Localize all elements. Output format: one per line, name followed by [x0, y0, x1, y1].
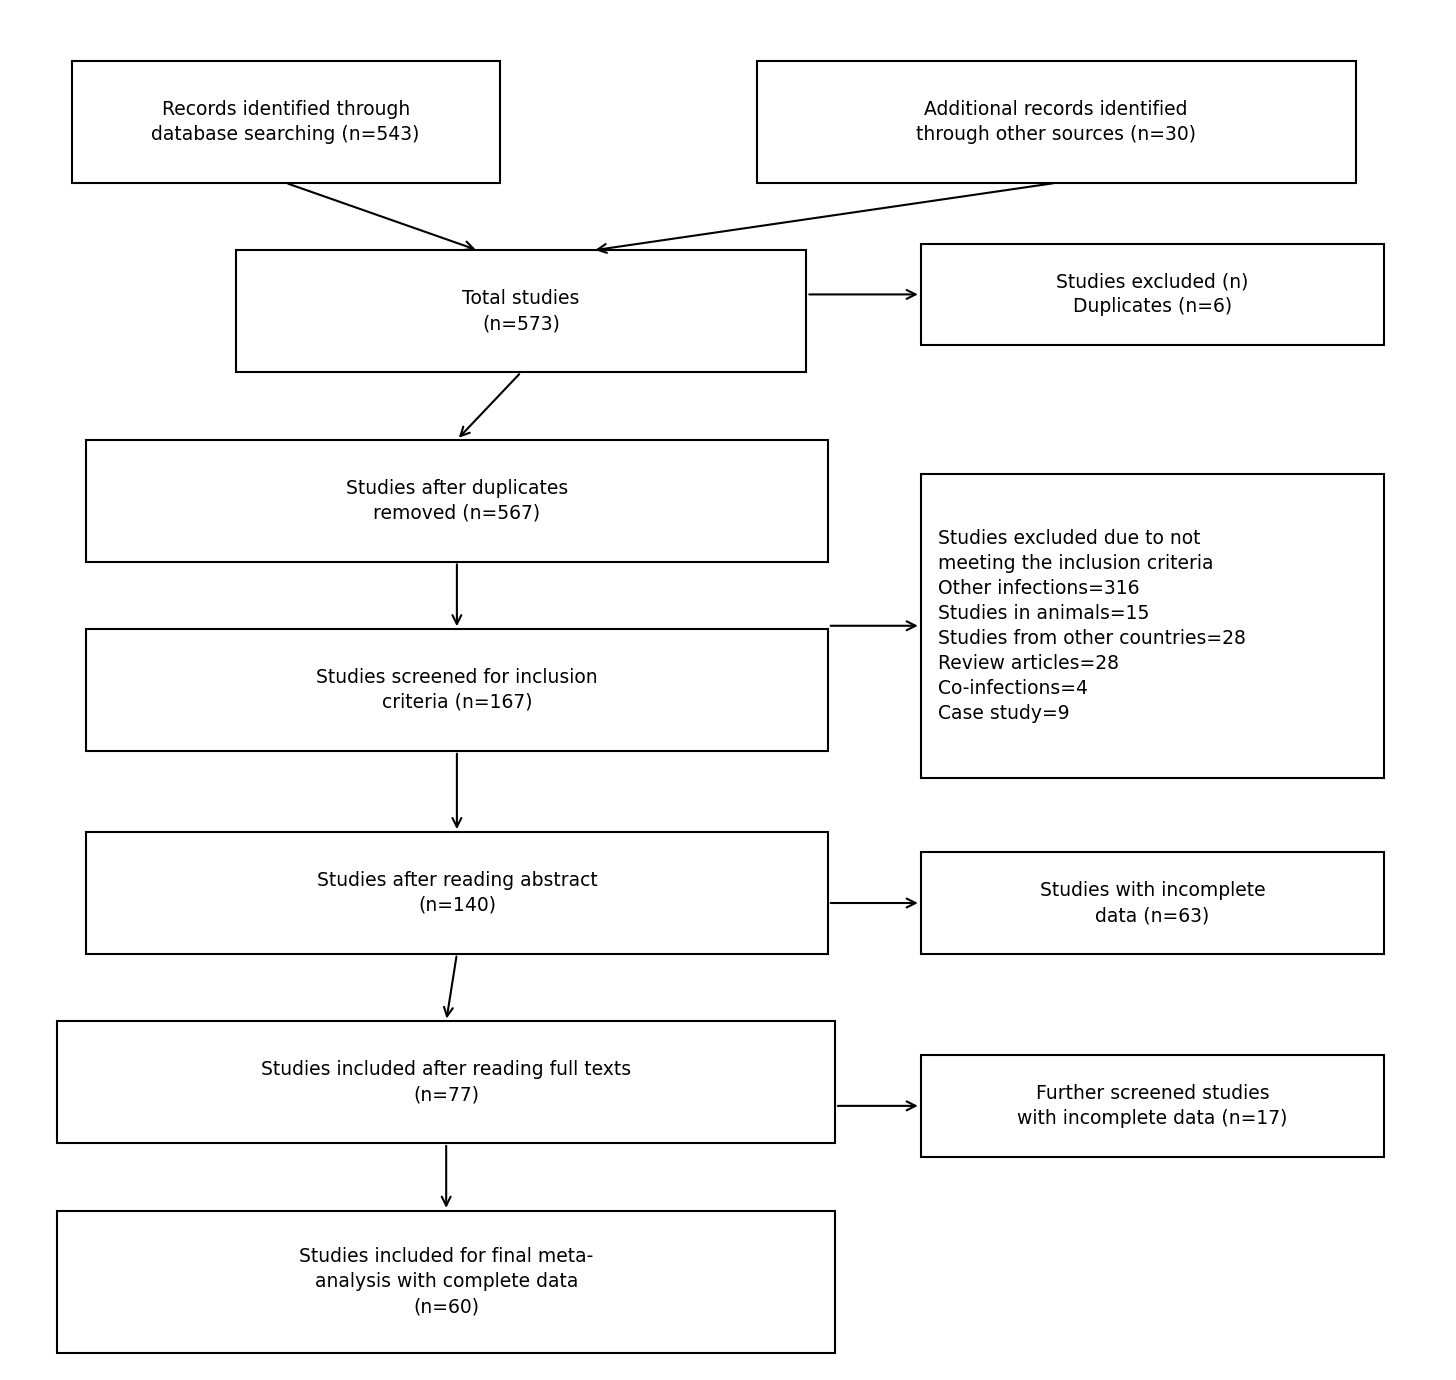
FancyBboxPatch shape — [57, 1021, 836, 1143]
FancyBboxPatch shape — [71, 61, 499, 182]
FancyBboxPatch shape — [86, 832, 828, 954]
FancyBboxPatch shape — [86, 629, 828, 751]
Text: Studies with incomplete
data (n=63): Studies with incomplete data (n=63) — [1040, 880, 1265, 925]
Text: Studies after duplicates
removed (n=567): Studies after duplicates removed (n=567) — [345, 479, 568, 523]
FancyBboxPatch shape — [757, 61, 1356, 182]
FancyBboxPatch shape — [920, 853, 1385, 954]
Text: Studies screened for inclusion
criteria (n=167): Studies screened for inclusion criteria … — [316, 668, 598, 712]
FancyBboxPatch shape — [86, 440, 828, 562]
Text: Studies included for final meta-
analysis with complete data
(n=60): Studies included for final meta- analysi… — [298, 1248, 593, 1317]
FancyBboxPatch shape — [236, 251, 807, 373]
Text: Studies after reading abstract
(n=140): Studies after reading abstract (n=140) — [316, 871, 597, 915]
Text: Total studies
(n=573): Total studies (n=573) — [463, 290, 579, 334]
FancyBboxPatch shape — [920, 473, 1385, 778]
Text: Further screened studies
with incomplete data (n=17): Further screened studies with incomplete… — [1018, 1083, 1287, 1127]
FancyBboxPatch shape — [920, 1056, 1385, 1156]
Text: Records identified through
database searching (n=543): Records identified through database sear… — [151, 99, 419, 144]
Text: Studies excluded (n)
Duplicates (n=6): Studies excluded (n) Duplicates (n=6) — [1056, 272, 1249, 316]
Text: Additional records identified
through other sources (n=30): Additional records identified through ot… — [916, 99, 1197, 144]
FancyBboxPatch shape — [920, 244, 1385, 345]
Text: Studies included after reading full texts
(n=77): Studies included after reading full text… — [261, 1060, 632, 1104]
Text: Studies excluded due to not
meeting the inclusion criteria
Other infections=316
: Studies excluded due to not meeting the … — [938, 529, 1246, 723]
FancyBboxPatch shape — [57, 1210, 836, 1352]
